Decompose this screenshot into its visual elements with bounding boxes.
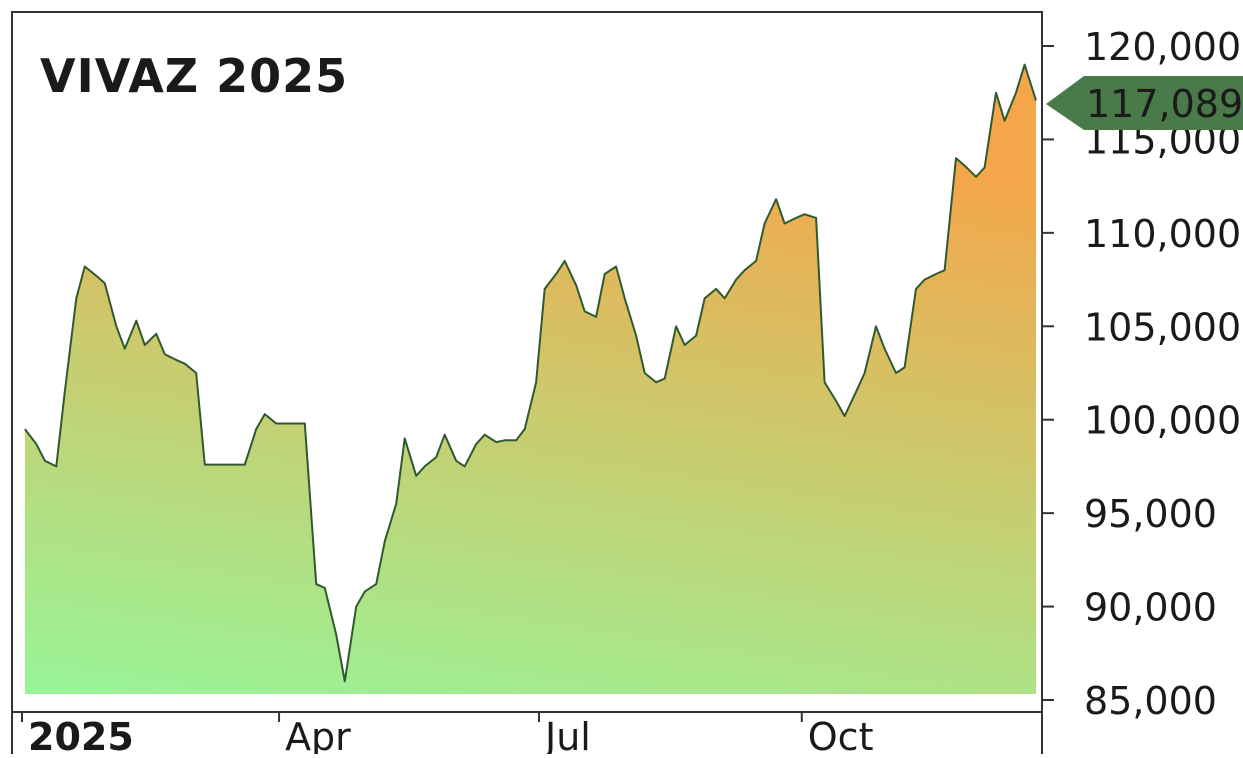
y-tick-label: 85,000 — [1084, 679, 1217, 723]
x-tick-label: Jul — [543, 715, 591, 754]
last-value-label: 117,089 — [1086, 82, 1243, 126]
y-tick-label: 100,000 — [1084, 399, 1241, 443]
y-ticks: 120,000115,000110,000105,000100,00095,00… — [1042, 25, 1241, 723]
y-tick-label: 120,000 — [1084, 25, 1241, 69]
y-tick-label: 110,000 — [1084, 212, 1241, 256]
series-line — [24, 63, 1037, 683]
y-tick-label: 105,000 — [1084, 305, 1241, 349]
y-tick-label: 90,000 — [1084, 586, 1217, 630]
y-tick-label: 95,000 — [1084, 492, 1217, 536]
x-ticks: 2025 Apr Jul Oct — [21, 712, 874, 758]
x-tick-label: 2025 — [28, 715, 134, 754]
chart-title: VIVAZ 2025 — [40, 49, 348, 103]
last-value-arrow — [1046, 76, 1243, 130]
area-layer — [24, 63, 1037, 694]
last-value-marker: 117,089 — [1046, 76, 1243, 130]
x-tick-label: Oct — [808, 715, 874, 754]
x-tick-label: Apr — [285, 715, 351, 754]
